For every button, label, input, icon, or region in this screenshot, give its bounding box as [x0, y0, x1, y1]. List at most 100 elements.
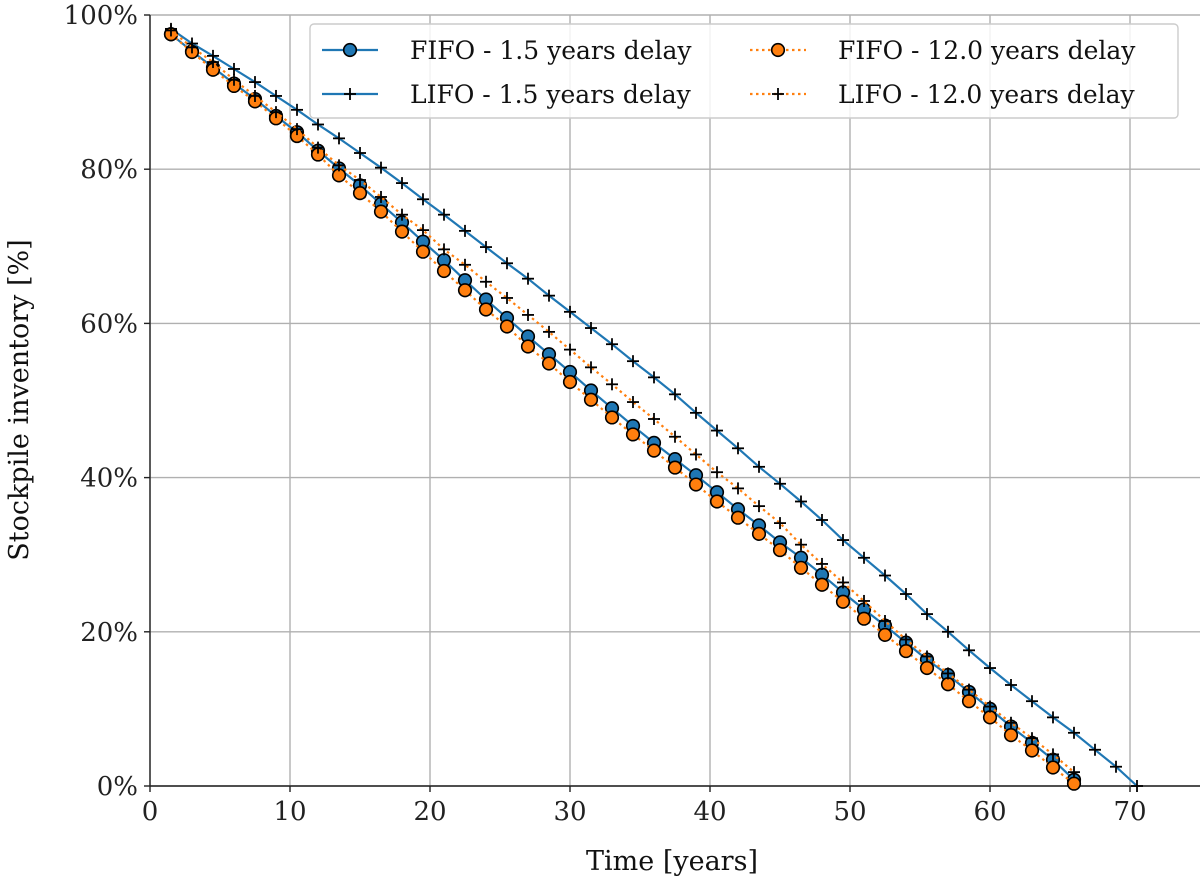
series-point	[478, 302, 494, 317]
series-point	[646, 443, 662, 458]
series-point	[459, 258, 471, 271]
series-point	[312, 118, 324, 131]
y-tick-label: 0%	[97, 772, 138, 802]
legend-marker-point	[344, 88, 356, 100]
series-point	[1068, 726, 1080, 739]
series-point	[814, 577, 830, 592]
series-point	[270, 89, 282, 102]
series-point	[795, 495, 807, 508]
y-tick-label: 60%	[80, 309, 138, 339]
series-point	[730, 510, 746, 525]
series-point	[604, 410, 620, 425]
series-point	[228, 62, 240, 75]
series-point	[753, 500, 765, 513]
series-point	[858, 594, 870, 607]
series-point	[816, 557, 828, 570]
series-line	[170, 33, 1075, 781]
series-point	[417, 224, 429, 237]
series-point	[352, 186, 368, 201]
series-point	[438, 208, 450, 221]
series-point	[375, 161, 387, 174]
series-point	[459, 224, 471, 237]
grid	[149, 14, 1200, 787]
series-point	[1003, 728, 1019, 743]
series-line	[170, 27, 1138, 787]
series-point	[1131, 780, 1143, 792]
series-point	[417, 193, 429, 206]
series-point	[1110, 760, 1122, 773]
series-point	[858, 551, 870, 564]
legend-entry: LIFO - 12.0 years delay	[750, 80, 1136, 109]
series-point	[541, 356, 557, 371]
series-point	[1005, 716, 1017, 729]
series-point	[249, 89, 261, 102]
series-point	[711, 466, 723, 479]
tick-labels: 0 10 20 30 40 50 60 70 0% 20% 40% 60% 80% 100%	[64, 1, 1147, 827]
series-point	[669, 430, 681, 443]
series-point	[312, 141, 324, 154]
legend-label: FIFO - 12.0 years delay	[838, 36, 1136, 65]
series-point	[795, 538, 807, 551]
series-point	[543, 289, 555, 302]
series-point	[1026, 695, 1038, 708]
series-point	[877, 627, 893, 642]
legend-label: FIFO - 1.5 years delay	[410, 36, 692, 65]
series-point	[501, 291, 513, 304]
series-point	[984, 700, 996, 713]
series-point	[1089, 743, 1101, 756]
series-point	[879, 615, 891, 628]
series-point	[606, 338, 618, 351]
legend-marker-point	[342, 42, 358, 58]
series-point	[774, 477, 786, 490]
series-point	[961, 694, 977, 709]
series-point	[940, 677, 956, 692]
series-point	[375, 190, 387, 203]
series-point	[394, 224, 410, 239]
series-point	[1045, 760, 1061, 775]
series-point	[690, 406, 702, 419]
series-line	[170, 33, 1075, 785]
series-point	[690, 448, 702, 461]
y-tick-label: 40%	[80, 464, 138, 494]
series-line	[170, 29, 1075, 773]
series-point	[186, 41, 198, 54]
series-point	[457, 283, 473, 298]
series-point	[963, 683, 975, 696]
series-point	[982, 710, 998, 725]
series-point	[585, 322, 597, 335]
series-point	[774, 517, 786, 530]
series-point	[499, 319, 515, 334]
series-point	[501, 257, 513, 270]
series-point	[984, 662, 996, 675]
series-point	[1026, 732, 1038, 745]
series-point	[270, 106, 282, 119]
series-point	[564, 343, 576, 356]
series-point	[249, 76, 261, 89]
legend-marker-point	[770, 42, 786, 58]
series-point	[921, 608, 933, 621]
series-point	[751, 526, 767, 541]
legend-entry: FIFO - 12.0 years delay	[750, 36, 1136, 65]
x-tick-label: 30	[553, 797, 586, 827]
series-point	[1024, 743, 1040, 758]
series-point	[564, 305, 576, 318]
series-point	[772, 542, 788, 558]
series-point	[333, 132, 345, 145]
series-point	[396, 208, 408, 221]
series-point	[627, 355, 639, 368]
series-point	[900, 633, 912, 646]
series-point	[835, 594, 851, 609]
legend-entry: LIFO - 1.5 years delay	[322, 80, 692, 109]
series-point	[480, 241, 492, 254]
series-point	[354, 173, 366, 186]
series-point	[837, 534, 849, 547]
legend: FIFO - 1.5 years delay LIFO - 1.5 years d…	[309, 23, 1179, 119]
axes	[149, 15, 1200, 787]
x-tick-label: 10	[273, 797, 306, 827]
series-lifo-1-5-years-delay	[165, 22, 1143, 792]
x-axis-title: Time [years]	[586, 846, 758, 877]
legend-label: LIFO - 1.5 years delay	[410, 80, 692, 109]
x-tick-label: 70	[1113, 797, 1146, 827]
series-point	[963, 644, 975, 657]
